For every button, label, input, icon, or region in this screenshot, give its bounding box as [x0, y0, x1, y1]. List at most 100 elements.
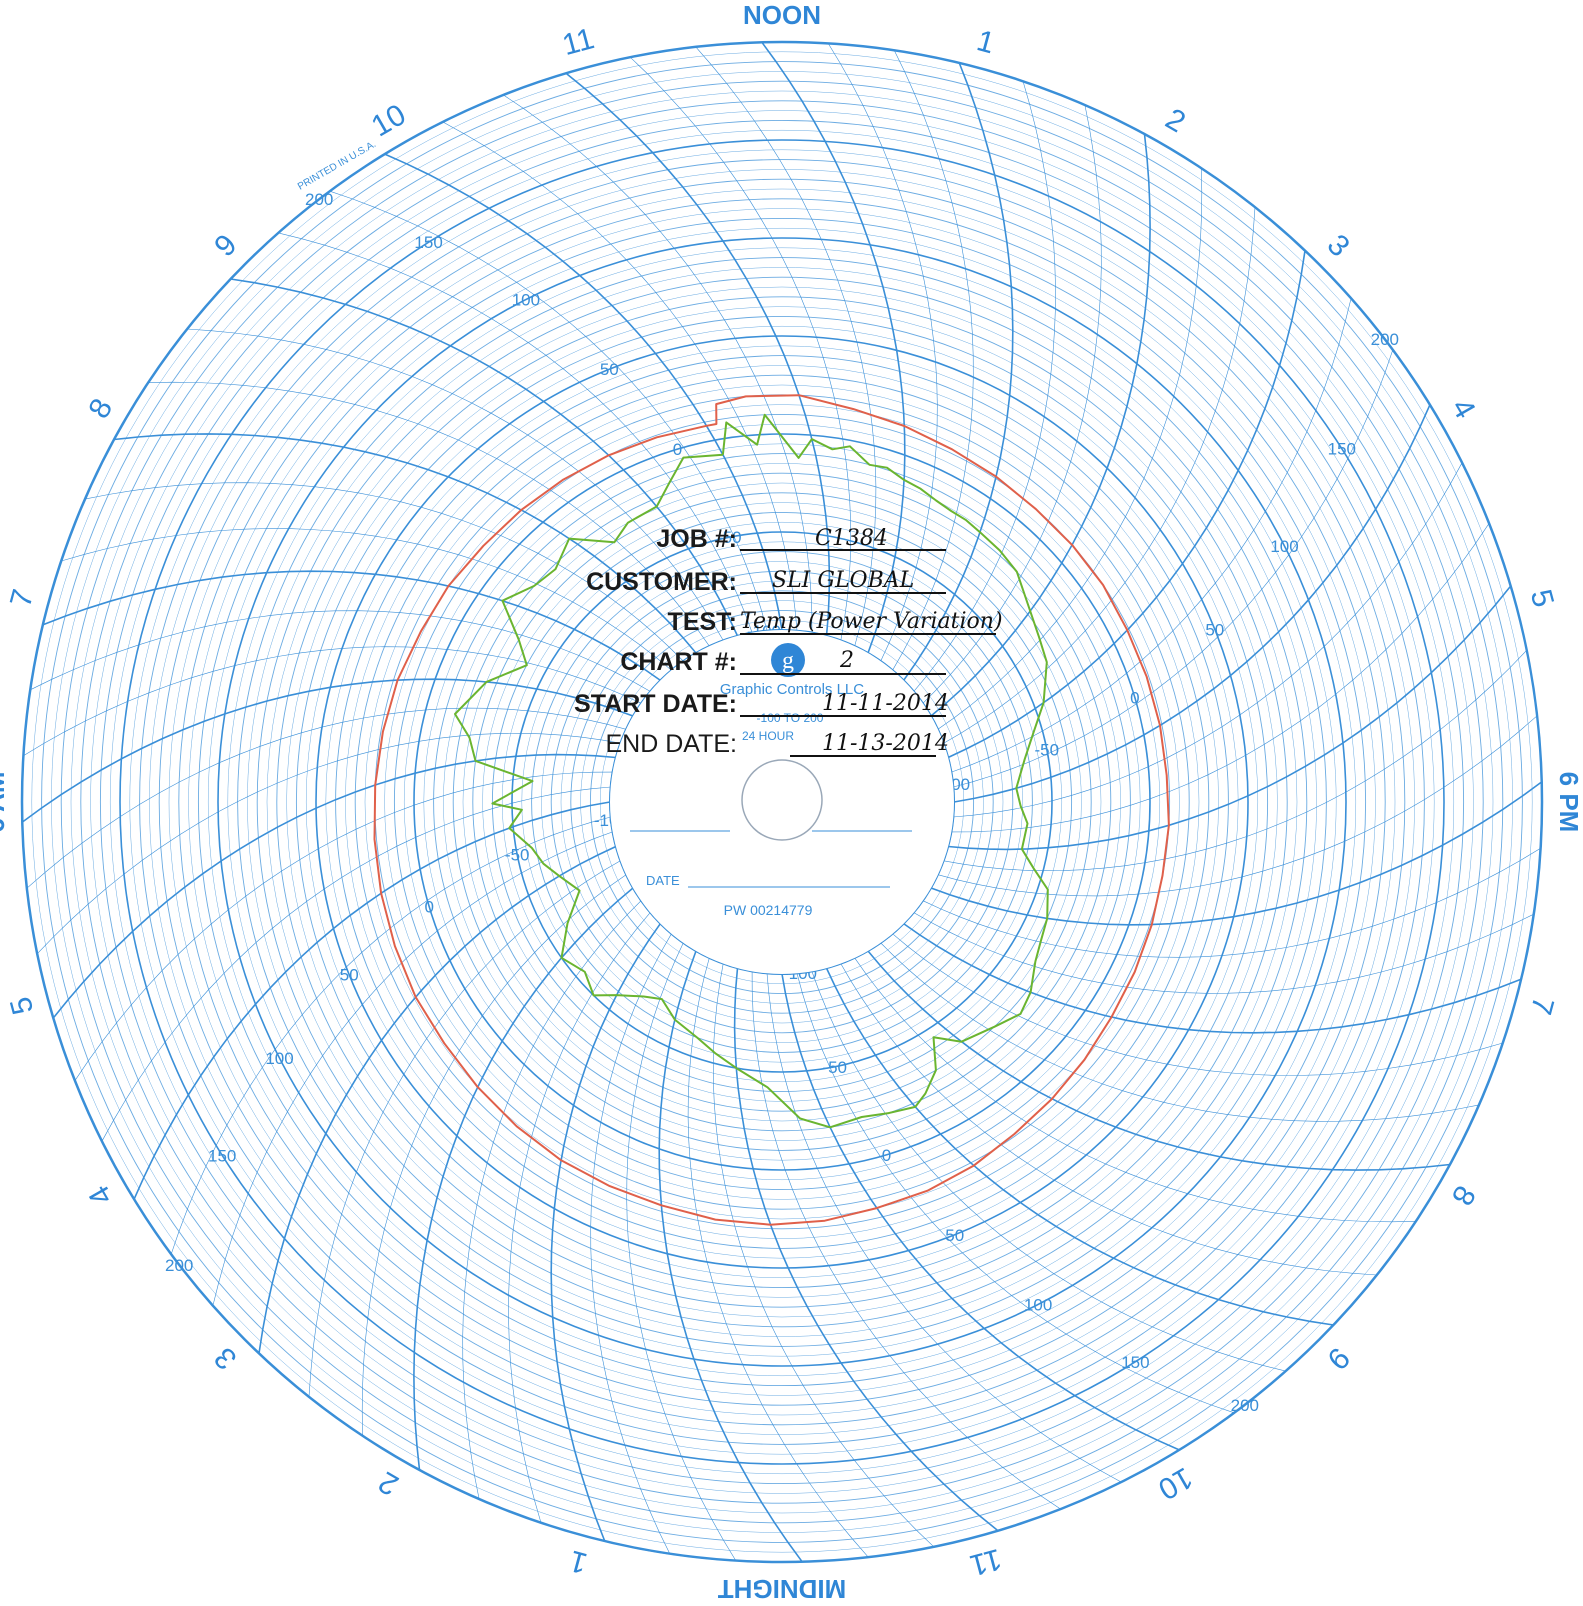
time-line [413, 887, 634, 1471]
time-line [937, 715, 1538, 897]
time-line [892, 50, 974, 671]
value-circle [511, 531, 1053, 1073]
scale-label: 150 [1328, 440, 1356, 459]
time-line [170, 816, 611, 1255]
hour-label: 4 [82, 1180, 119, 1211]
value-circle [237, 257, 1327, 1347]
hour-label: 3 [1321, 228, 1356, 263]
chart-value: 2 [839, 648, 854, 673]
time-line [30, 610, 651, 692]
value-circle [207, 227, 1357, 1377]
scale-label: 200 [305, 190, 333, 209]
value-circle [266, 286, 1298, 1318]
hour-label: 2 [1160, 102, 1191, 139]
value-circle [315, 335, 1249, 1269]
chart-number-code: PW 00214779 [724, 902, 813, 918]
value-circle [158, 178, 1406, 1426]
hour-label: NOON [743, 0, 821, 30]
time-line [23, 646, 642, 757]
time-line [867, 950, 1451, 1171]
time-line [133, 801, 611, 1200]
end-date-label: END DATE: [606, 730, 738, 758]
time-line [508, 912, 651, 1523]
value-circle [580, 600, 984, 1004]
scale-label: 200 [1371, 330, 1399, 349]
value-circle [188, 208, 1376, 1396]
time-line [953, 349, 1394, 788]
hour-label: 5 [4, 993, 40, 1018]
test-value: Temp (Power Variation) [740, 609, 1003, 634]
time-line [61, 528, 672, 671]
time-line [766, 973, 1122, 1483]
time-line [148, 381, 710, 647]
hour-label: MIDNIGHT [718, 1574, 847, 1604]
value-circle [305, 325, 1259, 1279]
time-line [943, 650, 1527, 872]
scale-label: 50 [600, 360, 619, 379]
time-line [550, 923, 662, 1542]
value-circle [403, 423, 1161, 1181]
value-circle [413, 433, 1151, 1171]
start-date-value: 11-11-2014 [822, 691, 949, 716]
time-line [922, 847, 1541, 958]
time-line [42, 570, 661, 682]
time-line [384, 153, 783, 631]
time-line [212, 831, 613, 1306]
data-traces [373, 394, 1170, 1226]
job-value: C1384 [815, 526, 888, 551]
time-line [630, 57, 852, 641]
value-circle [393, 413, 1171, 1191]
time-line [811, 971, 1286, 1372]
time-line [761, 41, 906, 654]
value-circle [501, 521, 1063, 1083]
time-line [308, 860, 621, 1397]
value-circle [550, 570, 1014, 1034]
center-scale: -100 TO 200 [757, 711, 824, 725]
hour-label: 2 [373, 1465, 404, 1502]
value-circle [452, 472, 1112, 1132]
value-circle [197, 217, 1367, 1387]
scale-label: 100 [1024, 1296, 1052, 1315]
value-circle [325, 345, 1239, 1259]
value-circle [599, 619, 965, 985]
hour-label: 10 [1153, 1461, 1198, 1506]
value-circle [531, 551, 1033, 1053]
time-line [953, 404, 1431, 803]
value-circle [384, 404, 1180, 1200]
scale-label: 100 [1270, 537, 1298, 556]
time-line [187, 328, 724, 641]
value-circle [364, 384, 1200, 1220]
value-circle [462, 482, 1102, 1122]
value-circle [589, 609, 975, 995]
time-line [781, 973, 1180, 1451]
time-line [258, 845, 617, 1354]
time-line [84, 482, 684, 662]
value-circle [80, 100, 1484, 1504]
time-line [565, 72, 831, 636]
time-line [751, 971, 1061, 1510]
hour-label: 1 [566, 1544, 591, 1580]
brand-name: Graphic Controls LLC [720, 681, 864, 698]
value-circle [119, 139, 1445, 1465]
scale-label: 100 [265, 1049, 293, 1068]
value-circle [443, 463, 1121, 1141]
hour-label: 11 [559, 22, 598, 62]
hour-label: 10 [366, 98, 411, 143]
time-line [278, 232, 753, 633]
time-line [892, 933, 1503, 1076]
time-line [825, 967, 1334, 1326]
value-circle [570, 590, 994, 1014]
time-line [687, 957, 869, 1558]
value-circle [247, 267, 1317, 1337]
value-circle [168, 188, 1396, 1416]
time-line [361, 874, 627, 1436]
value-circle [217, 237, 1347, 1367]
value-circle [70, 90, 1494, 1514]
time-line [658, 950, 803, 1563]
value-circle [295, 315, 1269, 1289]
hour-label: 6 AM [0, 771, 10, 832]
value-circle [256, 276, 1308, 1328]
customer-label: CUSTOMER: [586, 568, 737, 596]
time-line [26, 707, 627, 889]
trace-line-1 [454, 413, 1049, 1129]
